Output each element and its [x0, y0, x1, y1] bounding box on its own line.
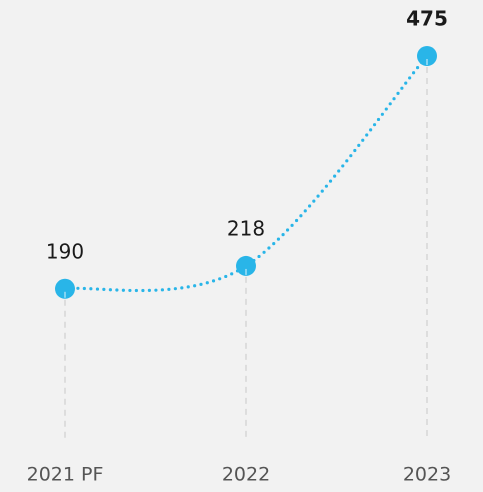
- point: [417, 46, 437, 66]
- value-label: 190: [46, 239, 84, 263]
- value-label: 475: [406, 7, 448, 31]
- value-label: 218: [227, 216, 265, 240]
- x-tick-label: 2022: [222, 464, 270, 486]
- x-tick-label: 2021 PF: [27, 464, 104, 486]
- x-tick-label: 2023: [403, 464, 451, 486]
- point: [55, 278, 75, 299]
- point: [236, 255, 256, 276]
